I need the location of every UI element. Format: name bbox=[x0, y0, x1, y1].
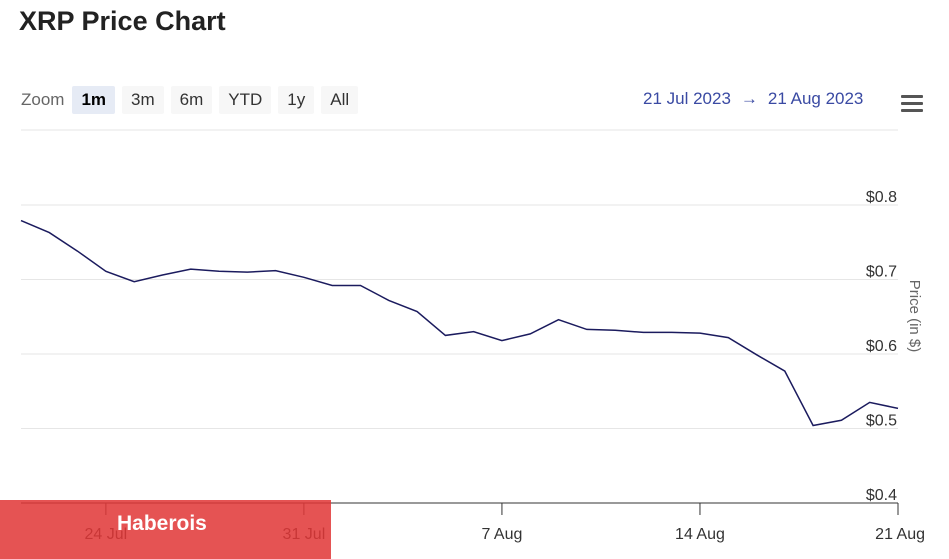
hamburger-menu-icon[interactable] bbox=[901, 95, 923, 115]
zoom-all-button[interactable]: All bbox=[321, 86, 359, 114]
zoom-6m-button[interactable]: 6m bbox=[170, 86, 213, 114]
range-arrow: → bbox=[740, 89, 758, 108]
y-tick-label: $0.5 bbox=[866, 413, 897, 430]
y-axis-label: Price (in $) bbox=[906, 280, 923, 353]
watermark-banner: Haberois bbox=[0, 500, 331, 559]
range-from[interactable]: 21 Jul 2023 bbox=[643, 89, 731, 108]
zoom-bar: Zoom 1m 3m 6m YTD 1y All bbox=[21, 86, 365, 114]
y-tick-label: $0.4 bbox=[866, 487, 897, 504]
y-tick-labels: $0.4 $0.5 $0.6 $0.7 $0.8 bbox=[866, 189, 897, 504]
date-range: 21 Jul 2023 → 21 Aug 2023 bbox=[643, 89, 863, 109]
range-to[interactable]: 21 Aug 2023 bbox=[767, 89, 864, 108]
menu-bar bbox=[901, 102, 923, 105]
x-tick-label: 14 Aug bbox=[675, 526, 725, 543]
x-tick-label: 7 Aug bbox=[481, 526, 522, 543]
y-tick-label: $0.8 bbox=[866, 189, 897, 206]
price-points bbox=[20, 220, 899, 427]
chart-title: XRP Price Chart bbox=[19, 6, 226, 36]
menu-bar bbox=[901, 95, 923, 98]
zoom-ytd-button[interactable]: YTD bbox=[219, 86, 272, 114]
zoom-3m-button[interactable]: 3m bbox=[122, 86, 164, 114]
watermark-text: Haberois bbox=[117, 512, 207, 535]
zoom-label: Zoom bbox=[21, 90, 65, 109]
x-tick-label: 21 Aug bbox=[875, 526, 925, 543]
y-tick-label: $0.7 bbox=[866, 264, 897, 281]
y-tick-label: $0.6 bbox=[866, 338, 897, 355]
price-line bbox=[20, 219, 899, 427]
zoom-1m-button[interactable]: 1m bbox=[72, 86, 116, 114]
menu-bar bbox=[901, 109, 923, 112]
zoom-1y-button[interactable]: 1y bbox=[278, 86, 315, 114]
grid-lines bbox=[21, 129, 898, 429]
